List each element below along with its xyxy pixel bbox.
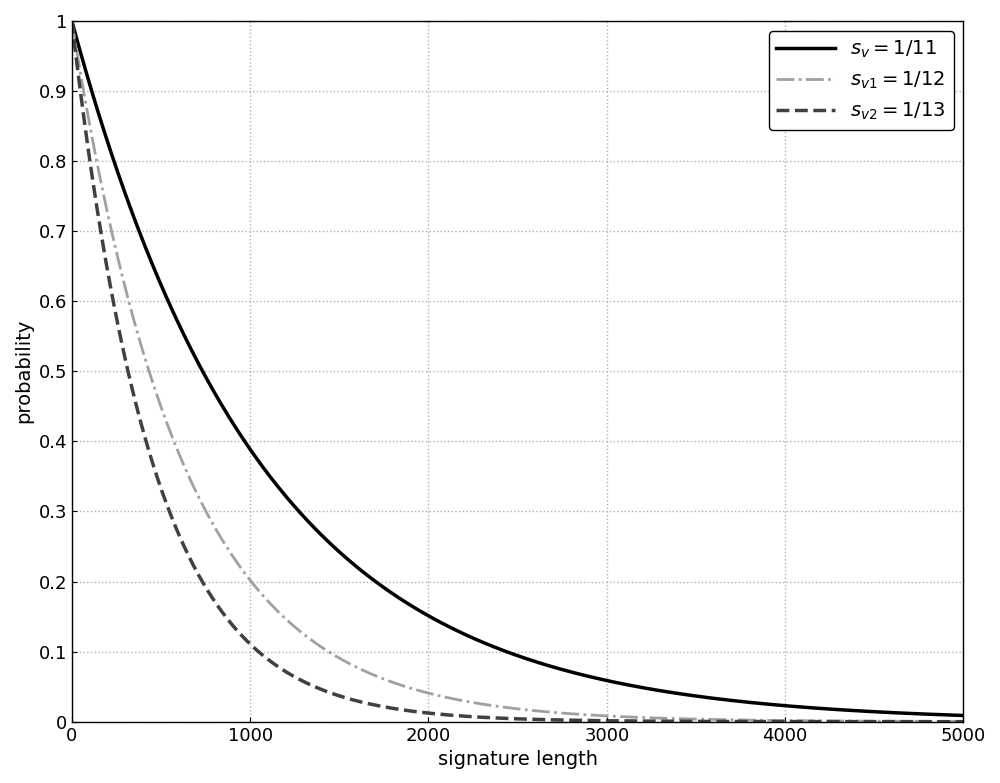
$s_{v2}=1/13$ (241, 636, 253, 645)
$s_{v2}=1/13$ (103, 272, 115, 282)
$s_{v}=1/11$ (66, 16, 78, 26)
$s_{v}=1/11$ (70, 31, 82, 41)
$s_{v1}=1/12$ (103, 214, 115, 223)
Y-axis label: probability: probability (14, 319, 33, 424)
$s_{v}=1/11$ (241, 439, 253, 449)
$s_{v1}=1/12$ (66, 16, 78, 26)
$s_{v1}=1/12$ (957, 716, 969, 726)
$s_{v2}=1/13$ (910, 717, 922, 727)
$s_{v2}=1/13$ (66, 16, 78, 26)
$s_{v2}=1/13$ (502, 714, 514, 723)
$s_{v1}=1/12$ (119, 283, 131, 292)
$s_{v}=1/11$ (502, 648, 514, 657)
Legend: $s_{v}=1/11$, $s_{v1}=1/12$, $s_{v2}=1/13$: $s_{v}=1/11$, $s_{v1}=1/12$, $s_{v2}=1/1… (769, 31, 954, 129)
$s_{v}=1/11$ (957, 711, 969, 720)
$s_{v}=1/11$ (103, 141, 115, 150)
Line: $s_{v1}=1/12$: $s_{v1}=1/12$ (72, 21, 963, 721)
X-axis label: signature length: signature length (438, 750, 598, 769)
$s_{v1}=1/12$ (241, 571, 253, 580)
$s_{v1}=1/12$ (910, 716, 922, 726)
$s_{v2}=1/13$ (70, 50, 82, 60)
$s_{v2}=1/13$ (957, 717, 969, 727)
$s_{v1}=1/12$ (502, 703, 514, 713)
$s_{v}=1/11$ (910, 709, 922, 719)
$s_{v}=1/11$ (119, 189, 131, 198)
$s_{v2}=1/13$ (119, 354, 131, 363)
Line: $s_{v2}=1/13$: $s_{v2}=1/13$ (72, 21, 963, 722)
Line: $s_{v}=1/11$: $s_{v}=1/11$ (72, 21, 963, 716)
$s_{v1}=1/12$ (70, 41, 82, 50)
